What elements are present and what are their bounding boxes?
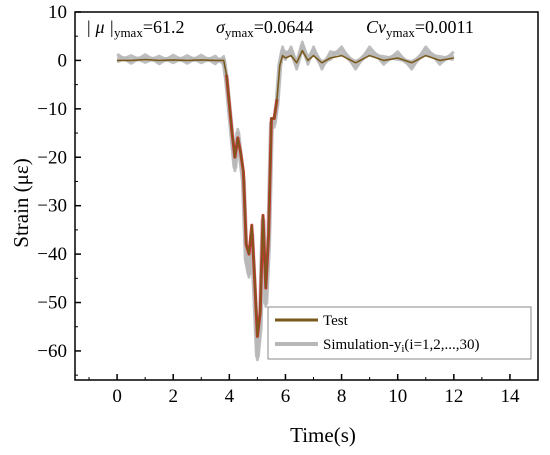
axes-layer: 0 2 4 6 8 10 12 14 10 0 −10 −20 −30 −40 −50 −60 [37, 2, 539, 407]
cv-subscript: ymax [386, 25, 415, 40]
x-tick-label: 10 [388, 386, 407, 407]
svg-text:σymax=0.0644: σymax=0.0644 [216, 17, 313, 40]
y-axis-title: Strain (με) [9, 158, 33, 247]
legend-sim-name: Simulation-y [323, 337, 402, 353]
x-tick-label: 4 [225, 386, 235, 407]
plot-layer [116, 40, 455, 362]
legend-box [267, 306, 532, 360]
svg-text:| μ |ymax=61.2: | μ |ymax=61.2 [86, 17, 184, 40]
x-tick-label: 8 [337, 386, 347, 407]
cv-value: =0.0011 [415, 17, 474, 37]
x-axis-title: Time(s) [290, 423, 356, 447]
x-tick-label: 14 [500, 386, 520, 407]
y-tick-label: −50 [37, 293, 67, 314]
y-tick-label: −40 [37, 244, 67, 265]
sigma-value: =0.0644 [254, 17, 314, 37]
test-series-line [117, 49, 454, 338]
y-tick-label: 10 [48, 2, 67, 23]
legend-label-simulation: Simulation-yi(i=1,2,...,30) [323, 337, 480, 355]
x-tick-label: 6 [281, 386, 291, 407]
mu-subscript: ymax [114, 25, 143, 40]
y-tick-label: −20 [37, 147, 67, 168]
y-tick-label: −10 [37, 99, 67, 120]
sigma-subscript: ymax [225, 25, 254, 40]
legend-sim-subscript: i [401, 343, 404, 355]
y-tick-label: 0 [58, 50, 68, 71]
plot-frame [74, 11, 539, 381]
simulation-series-line [116, 45, 455, 354]
mu-value: =61.2 [143, 17, 185, 37]
legend: Test Simulation-yi(i=1,2,...,30) [267, 306, 532, 360]
x-tick-label: 2 [168, 386, 178, 407]
legend-sim-suffix: (i=1,2,...,30) [404, 337, 479, 353]
cv-label: Cv [366, 17, 386, 37]
stats-annotation: | μ |ymax=61.2 σymax=0.0644 Cvymax=0.001… [86, 17, 474, 40]
sigma-label: σ [216, 17, 226, 37]
legend-label-test: Test [323, 313, 349, 329]
x-tick-label: 0 [112, 386, 122, 407]
y-tick-label: −30 [37, 196, 67, 217]
x-tick-label: 12 [444, 386, 463, 407]
mu-label: | μ | [86, 17, 114, 37]
svg-text:Cvymax=0.0011: Cvymax=0.0011 [366, 17, 474, 40]
y-tick-label: −60 [37, 341, 67, 362]
